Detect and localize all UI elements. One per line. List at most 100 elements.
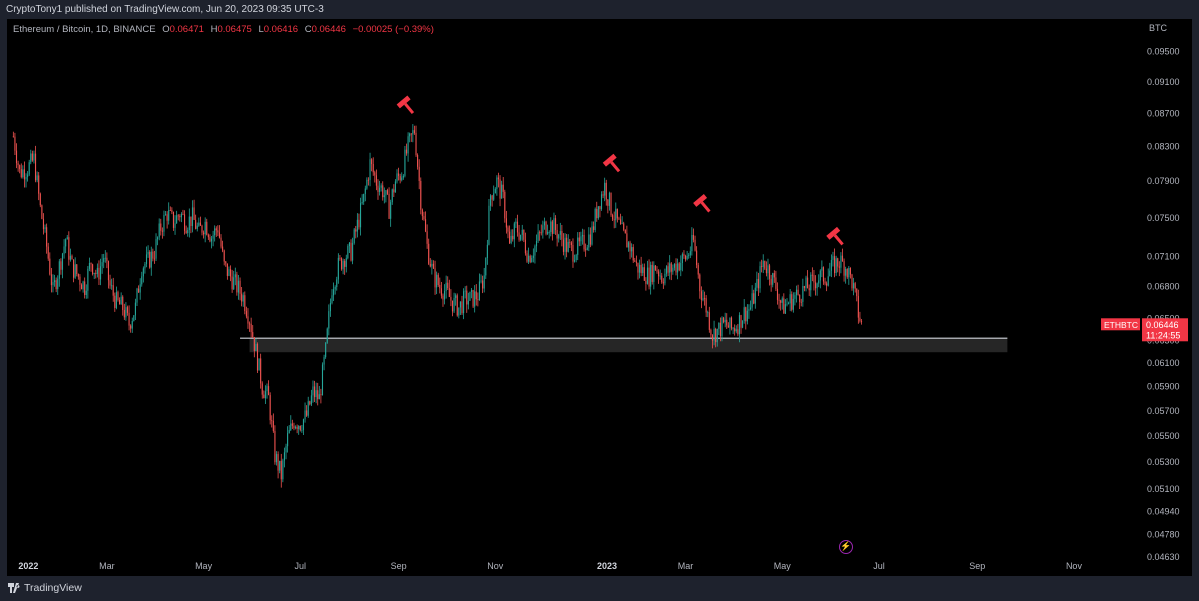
candle-body <box>245 311 247 317</box>
lightning-icon[interactable]: ⚡ <box>839 540 853 554</box>
candle-body <box>602 194 604 196</box>
candle-body <box>218 232 220 238</box>
y-tick-label: 0.04630 <box>1147 552 1180 562</box>
candle-body <box>423 216 425 220</box>
candle-body <box>431 263 433 267</box>
candle-body <box>302 419 305 430</box>
candle-body <box>304 410 306 420</box>
candle-body <box>152 251 154 259</box>
candle-body <box>188 216 190 231</box>
candle-body <box>724 319 726 323</box>
candle-body <box>298 425 300 430</box>
candle-body <box>432 263 435 269</box>
candle-body <box>678 263 680 271</box>
candle-body <box>632 247 634 261</box>
candle-body <box>558 234 560 239</box>
candle-body <box>204 221 206 235</box>
candle-body <box>234 274 236 278</box>
candle-body <box>326 328 328 343</box>
candle-body <box>451 300 454 312</box>
x-tick-label: Sep <box>969 561 985 571</box>
published-text: CryptoTony1 published on TradingView.com… <box>6 4 324 15</box>
candle-body <box>605 182 607 200</box>
candle-body <box>821 267 823 271</box>
candle-body <box>255 343 257 351</box>
candle-body <box>539 232 541 234</box>
candle-body <box>627 242 630 248</box>
candle-body <box>593 226 595 230</box>
legend-open-label: O <box>162 24 170 35</box>
candle-body <box>621 223 623 225</box>
candle-body <box>778 299 780 301</box>
candle-body <box>547 232 549 234</box>
candle-body <box>344 260 346 267</box>
candle-body <box>247 316 249 324</box>
x-tick-label: Sep <box>391 561 407 571</box>
candle-body <box>466 290 468 305</box>
candle-body <box>745 307 747 322</box>
candle-body <box>493 193 495 200</box>
candle-body <box>306 410 308 416</box>
candle-body <box>33 153 35 161</box>
candle-body <box>488 205 490 245</box>
candle-body <box>645 280 647 284</box>
candle-body <box>307 401 309 416</box>
candle-body <box>421 209 423 217</box>
x-tick-label: Mar <box>99 561 115 571</box>
candle-body <box>483 275 485 289</box>
candle-body <box>740 315 742 328</box>
candle-body <box>753 293 755 304</box>
candle-body <box>28 162 30 175</box>
candle-body <box>353 229 355 244</box>
y-tick-label: 0.05900 <box>1147 382 1180 392</box>
candle-body <box>827 276 829 286</box>
candle-body <box>144 263 146 269</box>
candle-body <box>36 175 38 181</box>
candle-body <box>79 276 81 285</box>
candle-body <box>838 266 840 268</box>
candle-body <box>816 283 818 289</box>
candle-body <box>524 239 526 254</box>
candle-body <box>223 250 225 262</box>
candle-body <box>90 263 92 265</box>
candle-body <box>802 286 804 302</box>
chart-svg[interactable]: BTC 0.09500 0.09100 0.08700 0.08300 0.07900 0.… <box>7 19 1192 576</box>
candle-body <box>791 294 793 310</box>
candle-body <box>523 229 525 240</box>
candle-body <box>68 237 70 260</box>
candle-body <box>803 286 805 288</box>
candle-body <box>694 239 696 251</box>
candle-body <box>337 257 339 280</box>
candle-body <box>700 291 702 301</box>
candle-body <box>732 328 734 329</box>
candle-body <box>158 223 160 238</box>
candle-body <box>499 179 501 199</box>
candle-body <box>692 234 695 240</box>
candle-body <box>190 216 192 227</box>
candle-body <box>624 229 626 234</box>
legend-close-value: 0.06446 <box>311 24 346 35</box>
candle-body <box>515 221 517 224</box>
candle-body <box>634 260 636 262</box>
candle-body <box>564 237 566 252</box>
chart-area[interactable]: BTC 0.09500 0.09100 0.08700 0.08300 0.07900 0.… <box>7 19 1192 576</box>
candle-body <box>49 258 51 275</box>
candle-body <box>58 261 60 279</box>
candle-body <box>734 328 736 332</box>
x-tick-label: 2023 <box>597 561 617 571</box>
candle-body <box>261 383 263 395</box>
candle-body <box>640 264 642 274</box>
candle-body <box>119 299 121 305</box>
candle-body <box>710 329 712 336</box>
x-tick-label: Nov <box>487 561 504 571</box>
sell-marker-icon <box>396 95 415 114</box>
candle-body <box>751 293 753 308</box>
candle-body <box>448 288 450 297</box>
candle-body <box>350 242 352 261</box>
candle-body <box>73 259 75 278</box>
candle-body <box>347 246 349 259</box>
legend-high-label: H <box>210 24 218 35</box>
candle-body <box>535 240 538 247</box>
candle-body <box>106 257 108 262</box>
candle-body <box>708 312 710 330</box>
